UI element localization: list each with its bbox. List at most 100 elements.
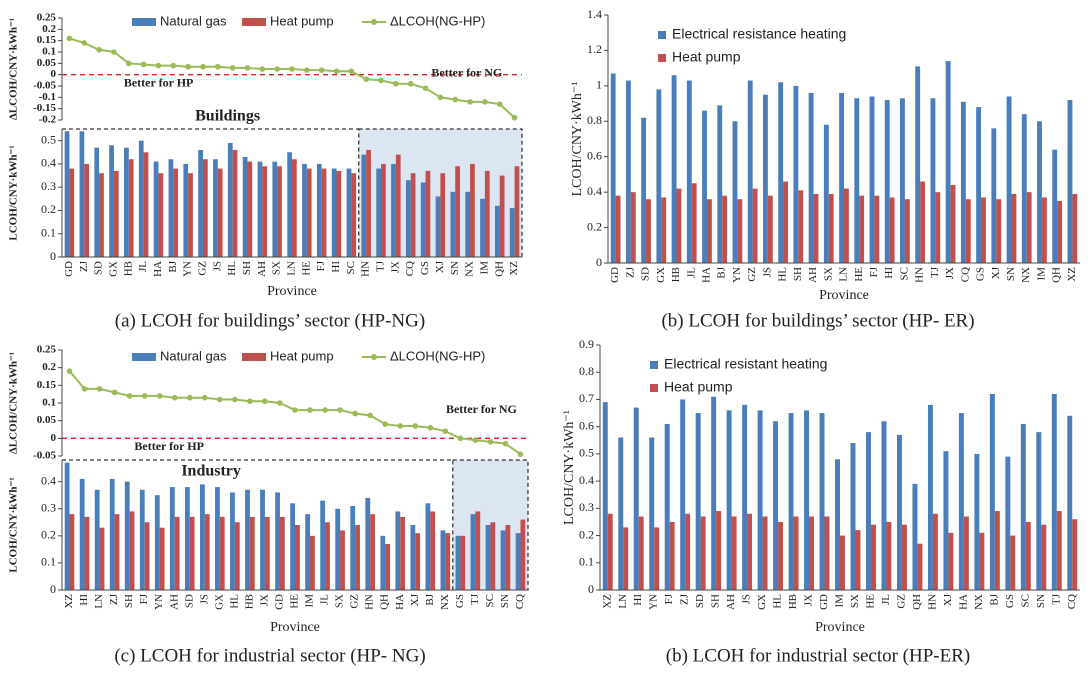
x-tick-label: HN [926, 594, 938, 610]
legend-label: Natural gas [160, 348, 227, 363]
bar [84, 516, 90, 590]
bar [901, 524, 907, 590]
delta-marker [274, 66, 280, 72]
x-tick-label: YN [731, 267, 743, 283]
bar [500, 530, 506, 590]
delta-marker [259, 66, 266, 72]
bar [234, 522, 240, 590]
x-tick-label: HI [883, 267, 895, 279]
delta-marker [352, 410, 358, 417]
bar [695, 413, 701, 590]
bar [886, 521, 892, 590]
delta-marker [422, 85, 429, 92]
y-tick-label: 0.3 [41, 179, 56, 193]
bar [435, 196, 441, 257]
delta-marker [200, 63, 206, 70]
y-tick-label: 0.6 [587, 148, 602, 162]
delta-marker [407, 80, 414, 87]
bar [64, 462, 70, 590]
x-tick-label: XJ [990, 266, 1002, 279]
delta-marker [304, 67, 310, 73]
bar [828, 193, 834, 263]
bar [484, 170, 490, 257]
x-tick-label: HB [670, 267, 682, 282]
x-tick-label: ZJ [78, 260, 90, 272]
y-tick-label: 0.2 [41, 528, 56, 542]
delta-marker [96, 386, 103, 392]
bar [213, 159, 218, 257]
y-tick-label: 0.9 [579, 337, 594, 351]
bar [1072, 519, 1078, 590]
delta-marker [382, 421, 388, 428]
y-tick-label: 0.5 [41, 132, 56, 146]
x-axis-title: Province [819, 288, 869, 303]
bar [316, 163, 322, 257]
legend-label: Heat pump [270, 13, 334, 28]
y-tick-label: 0 [588, 582, 594, 596]
bar [1006, 96, 1012, 263]
delta-marker [126, 393, 133, 399]
bar [638, 516, 644, 590]
bar [79, 478, 85, 590]
bar [279, 516, 285, 590]
bar [188, 173, 193, 257]
y2-tick-label: 0.1 [42, 397, 56, 409]
bar [874, 195, 880, 263]
bar [490, 522, 496, 590]
delta-marker [467, 99, 473, 105]
bar [859, 195, 865, 263]
bar [395, 154, 401, 257]
x-tick-label: XZ [1066, 267, 1078, 282]
x-tick-label: LN [286, 261, 298, 276]
x-tick-label: NX [1020, 267, 1032, 283]
legend-swatch [658, 54, 666, 62]
bar [762, 94, 768, 263]
y2-axis-title: ΔLCOH/CNY·kWh⁻¹ [8, 352, 20, 454]
bar [94, 489, 100, 590]
bar [757, 410, 763, 590]
x-tick-label: HB [787, 594, 799, 609]
x-tick-label: QH [493, 261, 505, 277]
bar [445, 533, 451, 590]
x-tick-label: BJ [716, 266, 728, 278]
x-tick-label: ZJ [624, 266, 636, 278]
x-tick-label: GD [818, 594, 830, 610]
y-tick-label: 1.4 [587, 7, 602, 21]
delta-marker [66, 368, 73, 375]
delta-marker [202, 394, 208, 401]
delta-marker [322, 407, 328, 413]
x-tick-label: AH [168, 594, 180, 610]
y-tick-label: 0.7 [579, 391, 594, 405]
x-tick-label: JX [258, 594, 270, 606]
bar [974, 453, 980, 590]
bar [1041, 197, 1047, 263]
bar [470, 514, 476, 590]
bar [731, 516, 737, 590]
bar [610, 73, 616, 263]
x-tick-label: CQ [959, 267, 971, 282]
x-tick-label: SC [898, 267, 910, 280]
bar [798, 190, 804, 263]
bar [410, 173, 416, 257]
bar [351, 173, 357, 257]
bar [778, 82, 784, 263]
delta-marker [307, 407, 313, 413]
bar [245, 489, 250, 590]
x-tick-label: NX [439, 594, 451, 610]
bar [232, 149, 238, 257]
bar [440, 173, 446, 257]
bar [788, 413, 794, 590]
sector-label: Industry [181, 463, 241, 480]
delta-marker [452, 96, 459, 103]
bar [376, 168, 382, 257]
x-tick-label: CQ [1066, 594, 1078, 609]
bar [249, 516, 255, 590]
bar [996, 199, 1002, 263]
bar [295, 525, 300, 590]
bar [420, 182, 426, 257]
bar [321, 168, 327, 257]
bar [1026, 192, 1032, 263]
x-tick-label: GD [63, 261, 75, 277]
bar [732, 121, 738, 264]
